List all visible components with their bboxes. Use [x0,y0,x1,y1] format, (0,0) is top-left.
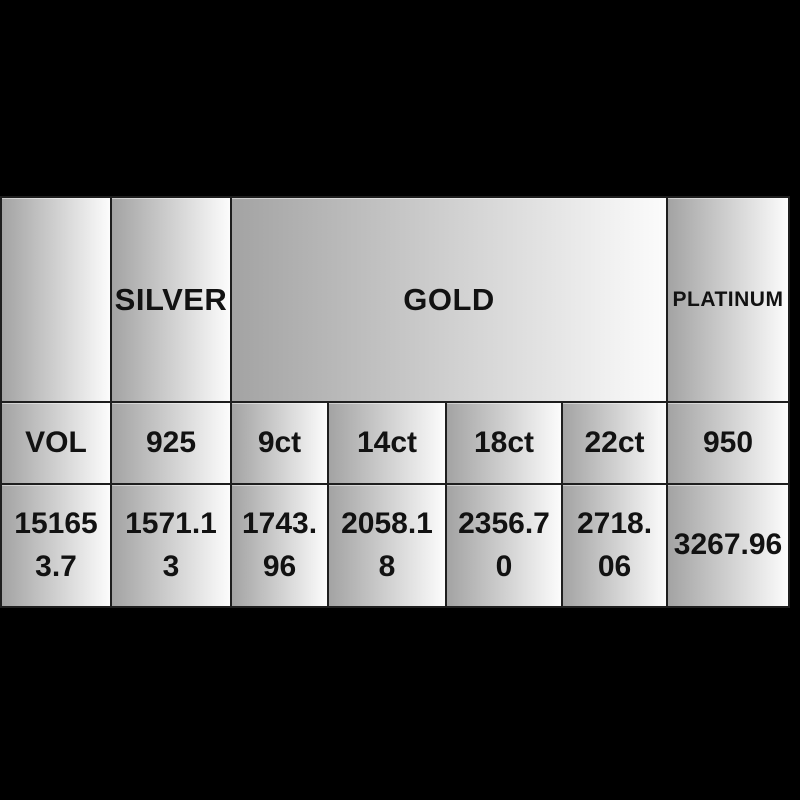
value-gold-22ct-cell: 2718. 06 [561,483,668,608]
values-row: 15165 3.7 1571.1 3 1743. 96 2058.1 8 235… [0,483,790,608]
value-silver-925-cell: 1571.1 3 [110,483,232,608]
subheader-vol-cell: VOL [0,401,112,485]
value-gold-14ct-cell: 2058.1 8 [327,483,447,608]
subheader-14ct-cell: 14ct [327,401,447,485]
metal-price-board: SILVER GOLD PLATINUM VOL 925 9ct 14ct 18… [0,196,790,608]
header-row: SILVER GOLD PLATINUM [0,196,790,403]
subheader-925-cell: 925 [110,401,232,485]
value-gold-9ct-cell: 1743. 96 [230,483,329,608]
value-gold-18ct-cell: 2356.7 0 [445,483,563,608]
header-platinum-cell: PLATINUM [666,196,790,403]
value-platinum-950-cell: 3267.96 [666,483,790,608]
header-blank-cell [0,196,112,403]
header-gold-cell: GOLD [230,196,668,403]
header-silver-cell: SILVER [110,196,232,403]
subheader-row: VOL 925 9ct 14ct 18ct 22ct 950 [0,401,790,485]
subheader-18ct-cell: 18ct [445,401,563,485]
metal-price-table: SILVER GOLD PLATINUM VOL 925 9ct 14ct 18… [0,196,790,608]
subheader-950-cell: 950 [666,401,790,485]
value-vol-cell: 15165 3.7 [0,483,112,608]
subheader-9ct-cell: 9ct [230,401,329,485]
subheader-22ct-cell: 22ct [561,401,668,485]
